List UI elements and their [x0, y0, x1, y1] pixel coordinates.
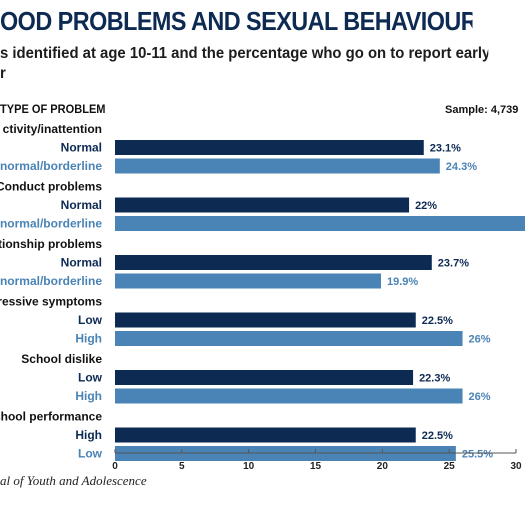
bar-category-label: normal/borderline [0, 159, 102, 173]
data-label: 24.3% [446, 161, 477, 173]
bar-category-label: Low [78, 313, 103, 327]
bar [115, 216, 525, 231]
chart-title: OOD PROBLEMS AND SEXUAL BEHAVIOUR [0, 6, 473, 36]
bar-category-label: High [75, 389, 102, 403]
group-label: ctivity/inattention [3, 122, 102, 136]
subtitle-line-2: r [0, 65, 6, 82]
x-tick-label: 30 [510, 461, 522, 472]
bar [115, 427, 416, 443]
bar [115, 388, 463, 404]
data-label: 26% [469, 334, 491, 346]
x-tick-label: 20 [377, 461, 389, 472]
data-label: 25.5% [462, 449, 493, 461]
group-label: pressive symptoms [0, 295, 102, 309]
data-label: 22.5% [422, 315, 453, 327]
data-label: 22.5% [422, 430, 453, 442]
bar [115, 158, 440, 174]
bar [115, 255, 432, 270]
data-label: 23.1% [430, 143, 461, 155]
bar [115, 140, 424, 155]
bar-category-label: High [75, 332, 102, 346]
data-label: 22.3% [419, 373, 450, 385]
sample-size: Sample: 4,739 [445, 104, 519, 116]
group-label: ationship problems [0, 237, 102, 251]
data-label: 19.9% [387, 276, 418, 288]
bar-category-label: Low [78, 447, 103, 461]
bar-category-label: normal/borderline [0, 274, 102, 288]
group-label: School dislike [21, 352, 102, 366]
x-tick-label: 0 [112, 461, 118, 472]
chart-subtitle: s identified at age 10-11 and the percen… [0, 44, 488, 84]
x-tick-label: 5 [179, 461, 185, 472]
bar [115, 273, 381, 289]
group-label: chool performance [0, 410, 102, 424]
bar [115, 331, 463, 346]
x-tick-label: 10 [243, 461, 255, 472]
source-credit: al of Youth and Adolescence [0, 473, 147, 488]
column-heading: TYPE OF PROBLEM [0, 102, 106, 116]
bar [115, 312, 416, 328]
data-label: 26% [469, 391, 491, 403]
bar-category-label: High [75, 428, 102, 442]
data-label: 22% [415, 200, 437, 212]
bar [115, 197, 410, 213]
x-tick-label: 15 [310, 461, 322, 472]
bar-category-label: Low [78, 371, 103, 385]
subtitle-line-1: s identified at age 10-11 and the percen… [0, 45, 489, 62]
bar [115, 370, 414, 385]
bar-category-label: normal/borderline [0, 217, 102, 231]
bar-category-label: Normal [61, 256, 102, 270]
bar-category-label: Normal [61, 141, 102, 155]
bar-category-label: Normal [61, 198, 102, 212]
group-label: Conduct problems [0, 180, 102, 194]
x-tick-label: 25 [444, 461, 456, 472]
data-label: 23.7% [438, 258, 469, 270]
